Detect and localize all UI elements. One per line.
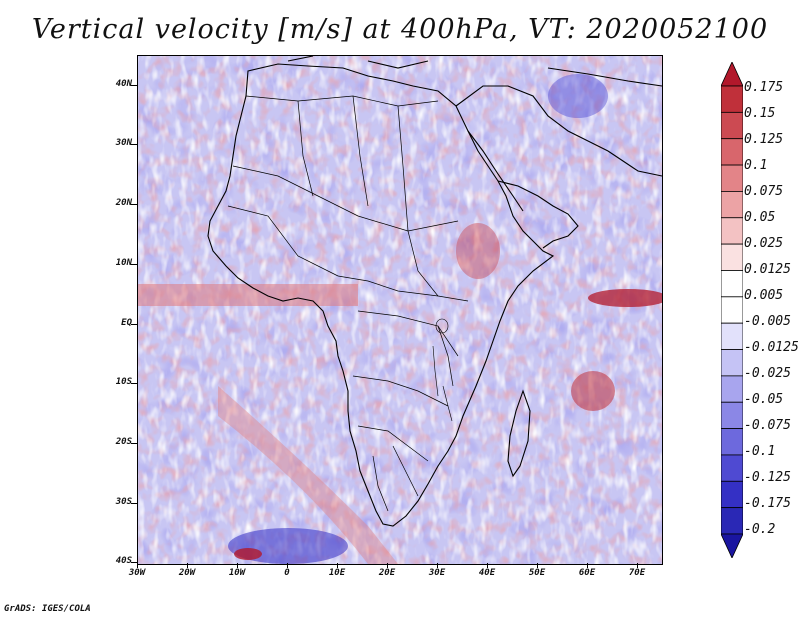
colorbar-label-minus-0.175: -0.175	[744, 496, 791, 511]
colorbar-cell	[721, 191, 743, 219]
lat-tick-mark	[131, 144, 137, 145]
colorbar-label-minus-0.1: -0.1	[744, 444, 776, 459]
colorbar-label-0.125: 0.125	[744, 132, 784, 147]
colorbar-label-minus-0.125: -0.125	[744, 470, 791, 485]
lon-label-40e: 40E	[478, 568, 496, 578]
colorbar-cell	[721, 454, 743, 482]
lon-label-10w: 10W	[228, 568, 246, 578]
lon-tick-mark	[487, 563, 488, 568]
colorbar-label-minus-0.05: -0.05	[744, 392, 784, 407]
lon-label-20e: 20E	[378, 568, 396, 578]
colorbar-cell	[721, 62, 743, 87]
ascent-core-arabian-sea	[588, 289, 662, 307]
figure-title: Vertical velocity [m/s] at 400hPa, VT: 2…	[31, 14, 769, 45]
lon-label-70e: 70E	[628, 568, 646, 578]
colorbar-cell	[721, 533, 743, 558]
colorbar-label-minus-0.2: -0.2	[744, 522, 776, 537]
lon-label-50e: 50E	[528, 568, 546, 578]
lat-tick-mark	[131, 264, 137, 265]
lon-label-60e: 60E	[578, 568, 596, 578]
lon-tick-mark	[537, 563, 538, 568]
lat-label-10s: 10S	[115, 377, 132, 387]
colorbar-label-0.0125: 0.0125	[744, 262, 791, 277]
colorbar-cell	[721, 349, 743, 377]
descent-core-arabia	[548, 74, 608, 118]
field-neutral-texture	[138, 56, 662, 564]
colorbar-label-minus-0.075: -0.075	[744, 418, 791, 433]
lat-label-20s: 20S	[115, 437, 132, 447]
lon-label-30e: 30E	[428, 568, 446, 578]
colorbar-cell	[721, 111, 743, 140]
colorbar-label-0.075: 0.075	[744, 184, 784, 199]
map-plot-area	[137, 55, 663, 565]
colorbar-label-0.025: 0.025	[744, 236, 784, 251]
colorbar-label-minus-0.005: -0.005	[744, 314, 791, 329]
lat-tick-mark	[131, 324, 137, 325]
lat-label-40s: 40S	[115, 556, 132, 566]
lon-tick-mark	[287, 563, 288, 568]
colorbar-label-0.15: 0.15	[744, 106, 776, 121]
colorbar-label-0.005: 0.005	[744, 288, 784, 303]
lon-tick-mark	[637, 563, 638, 568]
lat-tick-mark	[131, 204, 137, 205]
grads-credit: GrADS: IGES/COLA	[4, 604, 91, 614]
colorbar-cell	[721, 138, 743, 166]
colorbar-cell	[721, 217, 743, 245]
lat-label-eq: EQ	[121, 318, 132, 328]
lat-label-10n: 10N	[115, 258, 132, 268]
colorbar-cell	[721, 507, 743, 535]
lat-tick-mark	[131, 383, 137, 384]
lakes	[432, 318, 453, 422]
country-borders	[227, 95, 469, 512]
ascent-core-indian-ocean	[571, 371, 615, 411]
lon-tick-mark	[587, 563, 588, 568]
lat-tick-mark	[131, 562, 137, 563]
ascent-streak-south-atlantic	[218, 386, 398, 564]
lon-tick-mark	[237, 563, 238, 568]
colorbar-label-minus-0.025: -0.025	[744, 366, 791, 381]
lon-label-10e: 10E	[328, 568, 346, 578]
colorbar-label-0.175: 0.175	[744, 80, 784, 95]
colorbar-cells	[721, 62, 743, 558]
lat-tick-mark	[131, 443, 137, 444]
colorbar-cell	[721, 85, 743, 113]
lat-label-40n: 40N	[115, 79, 132, 89]
lat-label-20n: 20N	[115, 198, 132, 208]
lat-label-30n: 30N	[115, 138, 132, 148]
lon-tick-mark	[337, 563, 338, 568]
colorbar-cell	[721, 428, 743, 456]
colorbar-label-minus-0.0125: -0.0125	[744, 340, 799, 355]
colorbar-label-0.05: 0.05	[744, 210, 776, 225]
colorbar-cell	[721, 322, 743, 350]
colorbar-cell	[721, 375, 743, 403]
ascent-core-ethiopia	[456, 223, 500, 279]
colorbar-cell	[721, 270, 743, 298]
lon-label-20w: 20W	[178, 568, 196, 578]
ascent-core-south-atlantic	[234, 548, 262, 560]
colorbar-label-0.1: 0.1	[744, 158, 768, 173]
colorbar-cell	[721, 296, 743, 324]
madagascar-outline	[507, 389, 531, 478]
colorbar-cell	[721, 164, 743, 192]
map-canvas	[138, 56, 662, 564]
lon-tick-mark	[187, 563, 188, 568]
colorbar-cell	[721, 243, 743, 271]
coastlines	[207, 56, 662, 527]
lat-tick-mark	[131, 85, 137, 86]
itcz-band-atlantic	[138, 284, 358, 306]
lon-label-30w: 30W	[128, 568, 146, 578]
lon-tick-mark	[137, 563, 138, 568]
lat-label-30s: 30S	[115, 497, 132, 507]
lon-tick-mark	[437, 563, 438, 568]
colorbar-cell	[721, 401, 743, 429]
lat-tick-mark	[131, 503, 137, 504]
lon-tick-mark	[387, 563, 388, 568]
colorbar	[721, 62, 743, 558]
lon-label-0: 0	[284, 568, 290, 578]
colorbar-cell	[721, 480, 743, 509]
